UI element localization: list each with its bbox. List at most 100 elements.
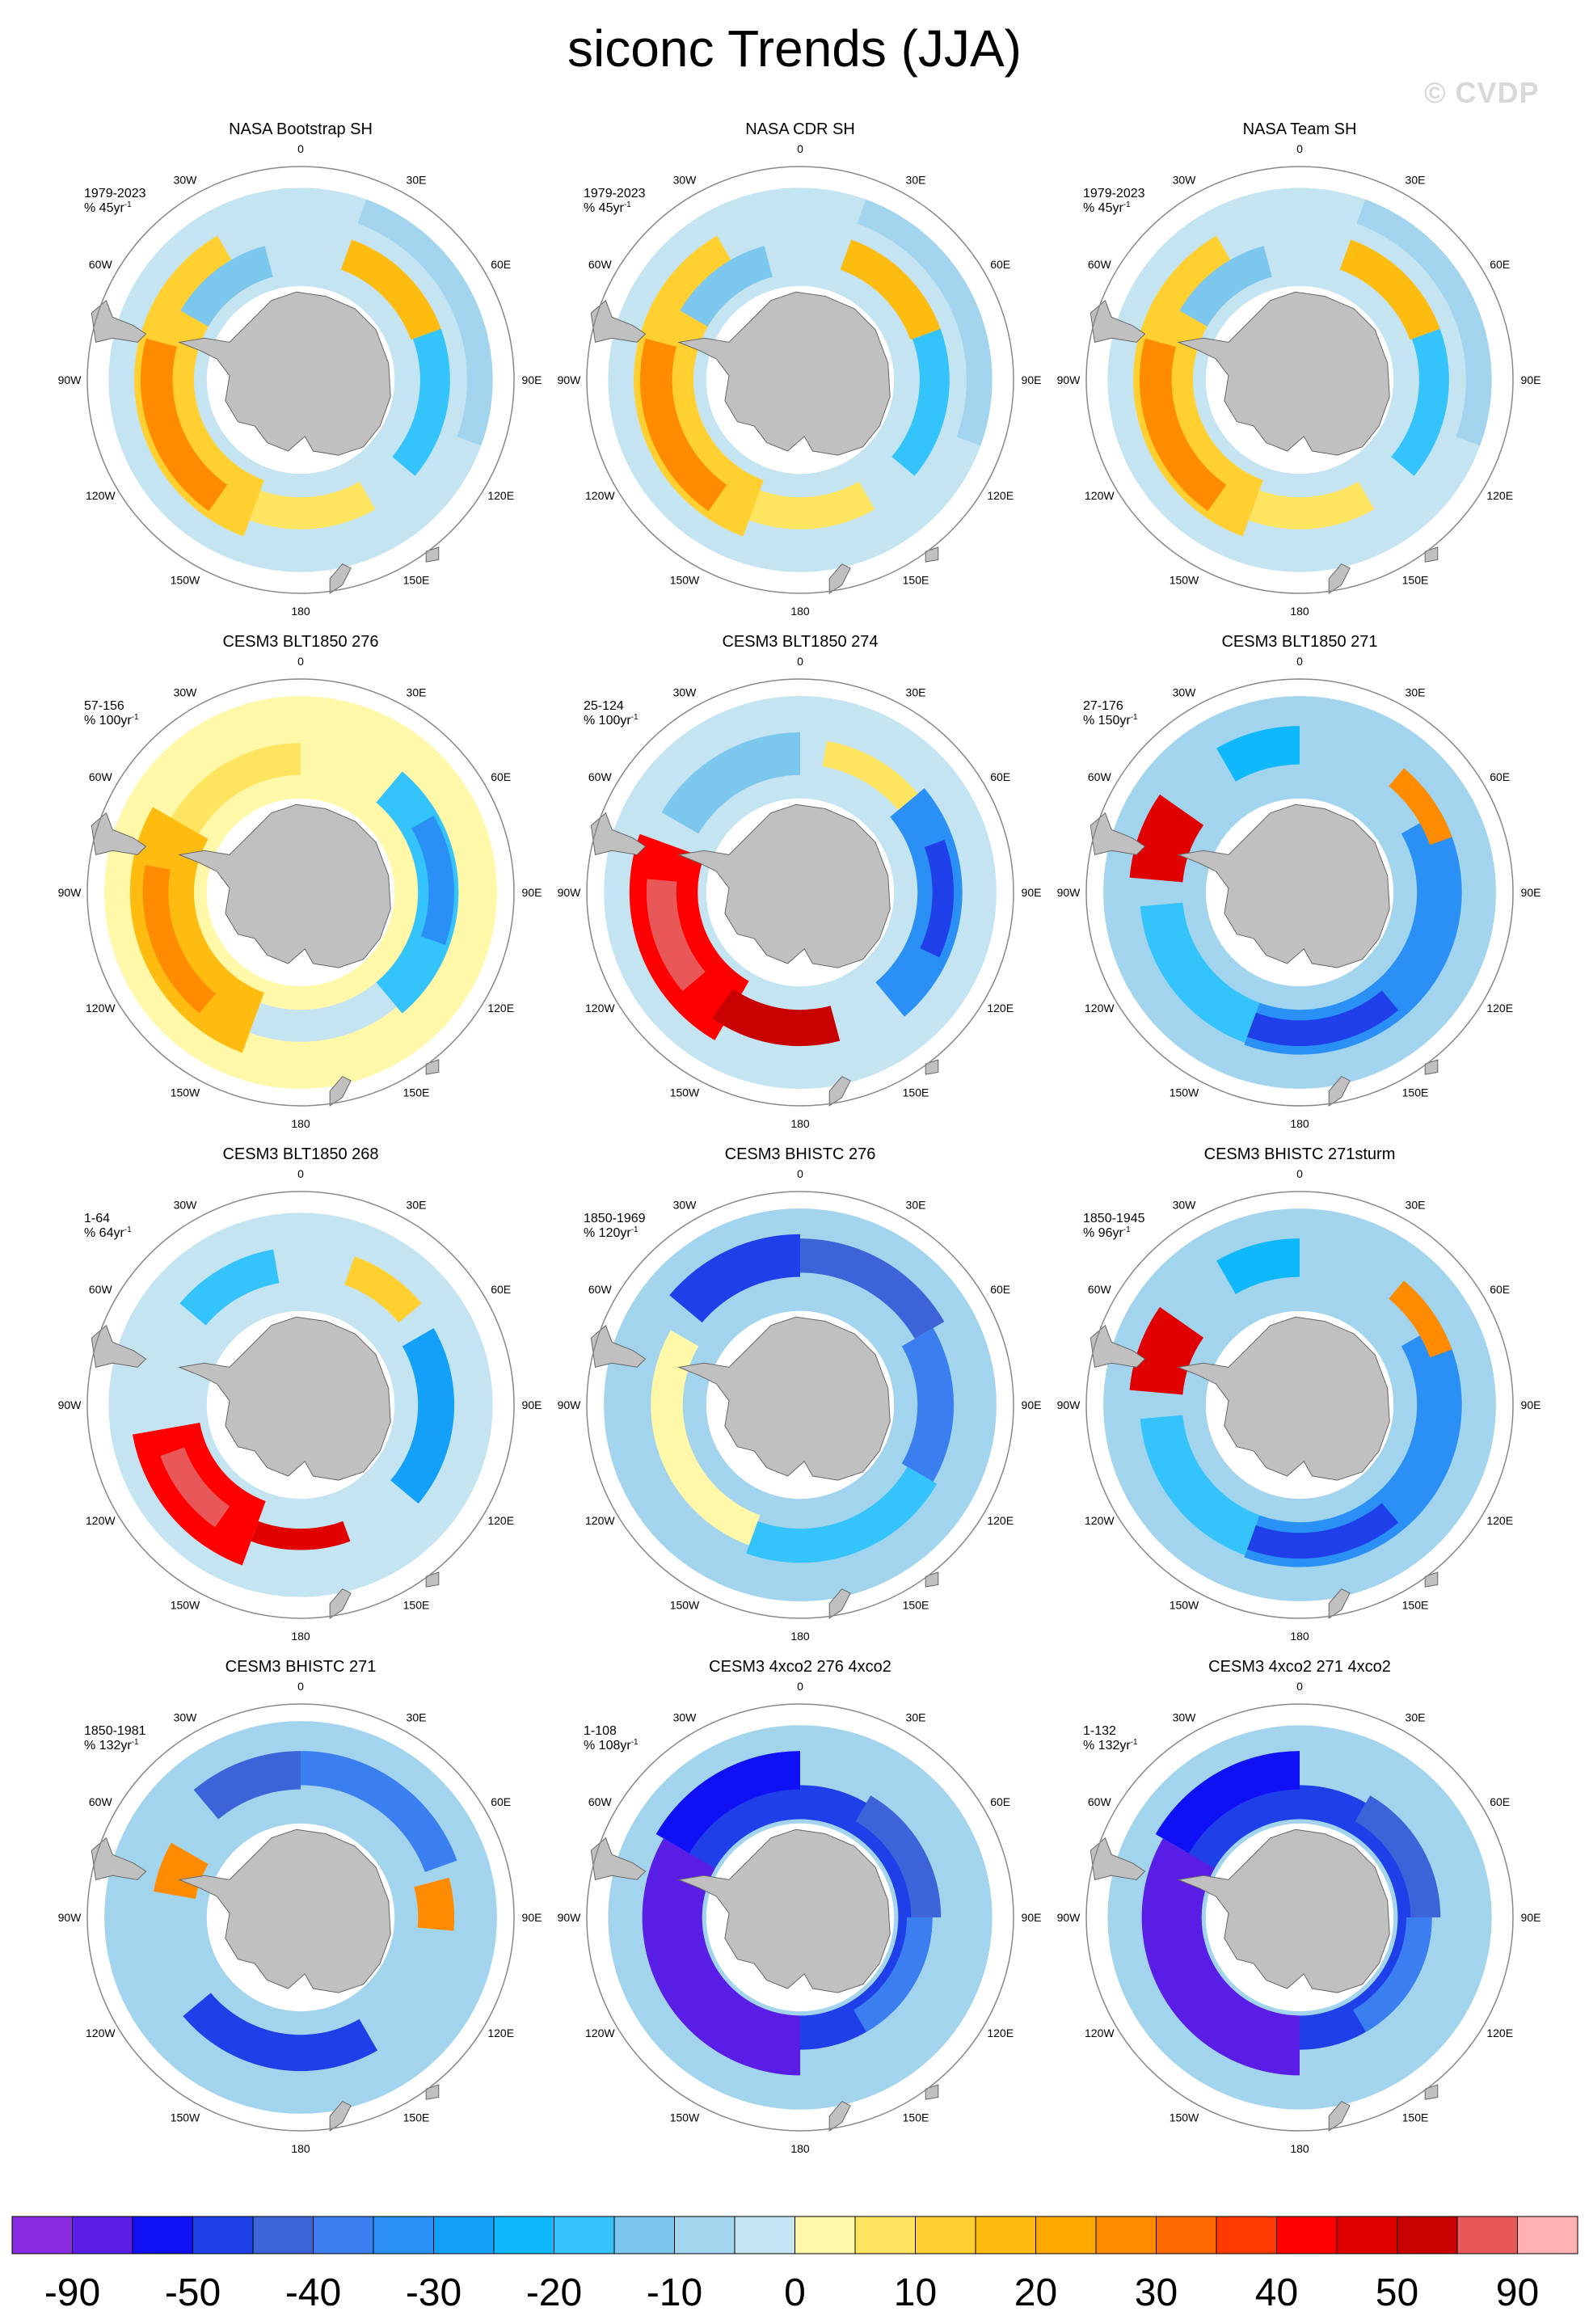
longitude-label: 30E	[407, 1710, 427, 1723]
colorbar-tick-label: -50	[165, 2271, 221, 2314]
panel-title: NASA Team SH	[1243, 120, 1357, 138]
antarctica-land	[677, 803, 891, 968]
trend-band	[1179, 246, 1272, 327]
longitude-label: 120W	[585, 2027, 615, 2039]
longitude-label: 120E	[1486, 2027, 1513, 2039]
tasmania-land	[425, 1059, 440, 1075]
map-panel: CESM3 BLT1850 268 0 30E 60E 90E 120E 150E 180 15…	[58, 1145, 542, 1643]
trend-field	[604, 1208, 997, 1601]
panel-title: CESM3 BHISTC 271	[225, 1658, 377, 1676]
tasmania-land	[925, 546, 939, 563]
tasmania-land	[925, 1571, 939, 1588]
trend-band	[711, 988, 841, 1047]
trend-band	[854, 1917, 933, 2032]
trend-band	[414, 1877, 455, 1931]
tasmania-land	[425, 546, 440, 563]
trend-band	[249, 481, 376, 529]
units-label: % 96yr-1	[1083, 1225, 1131, 1240]
colorbar-swatch	[734, 2216, 795, 2254]
tasmania-land	[425, 2084, 440, 2100]
trend-band	[344, 1256, 422, 1323]
trend-band	[1353, 1917, 1432, 2032]
map-boundary	[586, 1191, 1014, 1619]
units-label: % 45yr-1	[84, 200, 132, 215]
trend-field	[104, 696, 497, 1089]
longitude-label: 150W	[171, 574, 200, 587]
colorbar-tick-label: 10	[894, 2271, 937, 2314]
longitude-label: 60W	[588, 1283, 613, 1296]
trend-band	[655, 1751, 800, 1854]
trend-band	[1246, 1503, 1399, 1559]
trend-band	[800, 1238, 945, 1339]
trend-field	[1107, 188, 1492, 572]
longitude-label: 180	[790, 2142, 810, 2155]
longitude-label: 90W	[58, 373, 82, 386]
trend-band	[840, 239, 941, 340]
longitude-label: 120E	[1486, 1514, 1513, 1527]
colorbar-tick-label: -30	[406, 2271, 462, 2314]
panel-title: CESM3 BHISTC 276	[725, 1145, 876, 1163]
longitude-label: 30W	[1173, 1710, 1197, 1723]
longitude-label: 150E	[1402, 574, 1429, 587]
trend-band	[1155, 1751, 1300, 1854]
longitude-label: 0	[297, 142, 304, 155]
trend-band	[1244, 1323, 1462, 1567]
trend-band	[411, 815, 455, 946]
longitude-label: 0	[797, 1167, 803, 1180]
longitude-label: 150W	[1170, 1599, 1199, 1612]
trend-field	[1107, 1725, 1492, 2110]
longitude-label: 90E	[522, 1911, 542, 1924]
units-label: % 45yr-1	[1083, 200, 1131, 215]
longitude-label: 0	[297, 1680, 304, 1693]
longitude-label: 150E	[1402, 1086, 1429, 1099]
trend-band	[179, 1249, 280, 1326]
longitude-label: 90W	[1057, 1911, 1081, 1924]
longitude-label: 90W	[1057, 886, 1081, 899]
longitude-label: 60E	[491, 1283, 511, 1296]
colorbar-swatch	[1397, 2216, 1458, 2254]
longitude-label: 150E	[403, 1599, 430, 1612]
tasmania-land	[1424, 2084, 1439, 2100]
colorbar-swatch	[613, 2216, 675, 2254]
period-label: 1-132	[1083, 1724, 1116, 1738]
longitude-label: 180	[790, 1117, 810, 1130]
colorbar-swatch	[1276, 2216, 1338, 2254]
trend-band	[1248, 481, 1375, 529]
longitude-label: 120W	[86, 2027, 116, 2039]
longitude-label: 150W	[171, 2111, 200, 2124]
longitude-label: 120E	[987, 1002, 1014, 1014]
trend-band	[1140, 1415, 1260, 1556]
longitude-label: 120E	[487, 1002, 514, 1014]
period-label: 57-156	[84, 699, 124, 713]
map-panel: CESM3 BHISTC 271 0 30E 60E 90E 120E 150E 180 150…	[58, 1658, 542, 2155]
south-america-land	[91, 812, 147, 856]
longitude-label: 30W	[1173, 173, 1197, 186]
tasmania-land	[425, 1571, 440, 1588]
longitude-label: 30W	[174, 1710, 198, 1723]
period-label: 1-108	[584, 1724, 617, 1738]
trend-field	[108, 188, 493, 572]
longitude-label: 120E	[1486, 1002, 1513, 1014]
longitude-label: 0	[797, 142, 803, 155]
period-label: 1979-2023	[84, 187, 146, 200]
colorbar-swatch	[11, 2216, 73, 2254]
colorbar-swatch	[373, 2216, 434, 2254]
period-label: 25-124	[584, 699, 624, 713]
panel-title: CESM3 4xco2 276 4xco2	[709, 1658, 891, 1676]
colorbar-swatch	[1216, 2216, 1277, 2254]
trend-band	[180, 246, 273, 327]
panel-title: CESM3 BLT1850 271	[1221, 633, 1377, 651]
map-boundary	[586, 166, 1014, 594]
trend-band	[390, 1327, 455, 1504]
longitude-label: 60E	[990, 258, 1010, 271]
panel-title: NASA Bootstrap SH	[229, 120, 373, 138]
colorbar-tick-label: 50	[1376, 2271, 1418, 2314]
panel-title: CESM3 4xco2 271 4xco2	[1208, 1658, 1391, 1676]
longitude-label: 30W	[673, 685, 698, 698]
map-boundary	[86, 1191, 515, 1619]
trend-band	[642, 1838, 800, 2076]
map-panel: CESM3 BLT1850 271 0 30E 60E 90E 120E 150E 180 15…	[1057, 633, 1541, 1130]
south-america-land	[590, 1837, 647, 1881]
longitude-label: 90W	[58, 1398, 82, 1411]
colorbar-swatch	[72, 2216, 133, 2254]
